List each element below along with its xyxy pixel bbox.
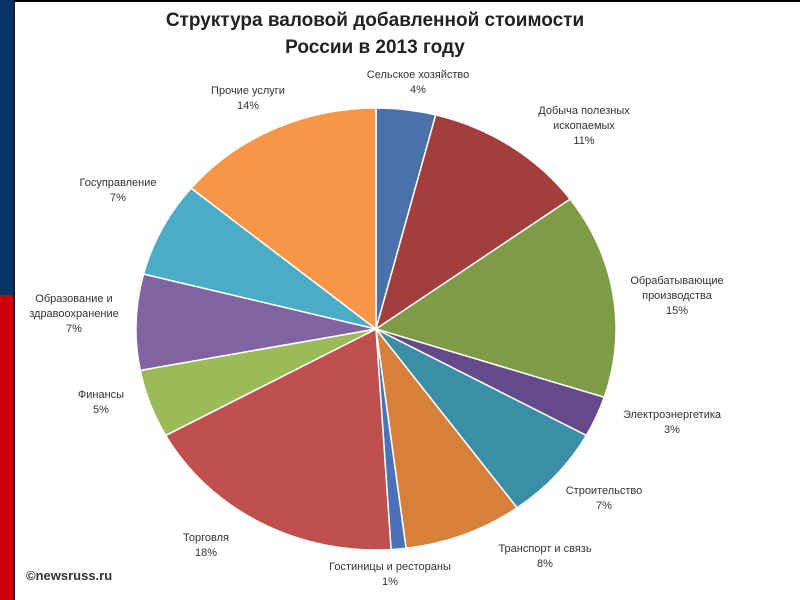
- slice-label: Транспорт и связь 8%: [498, 543, 591, 570]
- slice-label-line: 7%: [596, 500, 612, 512]
- pie-slice: [374, 114, 572, 331]
- slice-label-line: Госуправление: [80, 177, 157, 189]
- slice-label-line: Финансы: [78, 389, 124, 401]
- slice-label-line: Обрабатывающие: [630, 275, 723, 287]
- slice-label: Торговля 18%: [183, 532, 229, 559]
- slice-label-line: Торговля: [183, 532, 229, 544]
- slice-label: Образование и здравоохранение 7%: [29, 293, 119, 335]
- slice-label: Добыча полезных ископаемых 11%: [538, 105, 630, 147]
- slice-label: Строительство 7%: [566, 485, 643, 512]
- pie-slice: [135, 273, 377, 372]
- slice-label-line: Образование и: [35, 293, 112, 305]
- slice-label-line: 7%: [110, 192, 126, 204]
- slice-label-line: 1%: [382, 576, 398, 588]
- slice-label-line: 11%: [573, 135, 594, 147]
- flag-stripe-red: [0, 295, 13, 600]
- slice-label-line: Гостиницы и рестораны: [329, 561, 451, 573]
- slice-label-line: 14%: [237, 100, 259, 112]
- slice-label-line: Электроэнергетика: [623, 409, 722, 421]
- slice-label-line: 7%: [66, 323, 82, 335]
- slice-label: Госуправление 7%: [80, 177, 157, 204]
- slice-label-line: 8%: [537, 558, 553, 570]
- pie-slice: [374, 198, 617, 399]
- slice-label-line: Прочие услуги: [211, 85, 285, 97]
- slice-label-line: 4%: [410, 84, 426, 96]
- slice-label: Сельское хозяйство 4%: [367, 69, 469, 96]
- slice-label-line: 3%: [664, 424, 680, 436]
- top-border: [15, 0, 800, 2]
- flag-stripe-blue: [0, 0, 13, 295]
- slice-label-line: 5%: [93, 404, 109, 416]
- slice-label: Электроэнергетика 3%: [623, 409, 722, 436]
- pie-slice: [375, 328, 588, 509]
- slice-label-line: производства: [642, 290, 713, 302]
- slice-label-line: здравоохранение: [29, 308, 119, 320]
- slice-label-line: Добыча полезных: [538, 105, 630, 117]
- pie-slice: [142, 187, 377, 330]
- slice-label: Обрабатывающие производства 15%: [630, 275, 723, 317]
- pie-slice: [164, 327, 392, 551]
- chart-title-line1: Структура валовой добавленной стоимости: [165, 10, 585, 31]
- slice-label-line: Транспорт и связь: [498, 543, 591, 555]
- watermark: ©newsruss.ru: [26, 568, 113, 583]
- slice-label: Финансы 5%: [78, 389, 124, 416]
- slice-label: Прочие услуги 14%: [211, 85, 285, 112]
- slice-label-line: Строительство: [566, 485, 643, 497]
- slice-label-line: 18%: [195, 547, 217, 559]
- slice-label-line: ископаемых: [553, 120, 615, 132]
- chart-title-line2: России в 2013 году: [285, 37, 465, 58]
- slice-label: Гостиницы и рестораны 1%: [329, 561, 451, 588]
- divider: [13, 0, 15, 600]
- pie-slice: [189, 107, 377, 331]
- slice-label-line: 15%: [666, 305, 688, 317]
- slice-label-line: Сельское хозяйство: [367, 69, 469, 81]
- pie-slice: [374, 326, 519, 550]
